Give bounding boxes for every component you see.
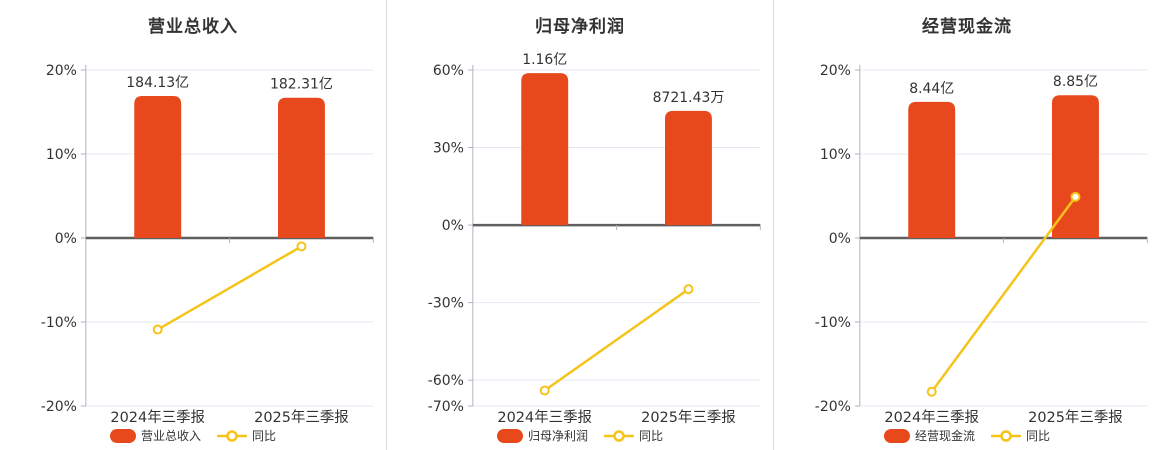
y-tick-label: -60% xyxy=(428,373,464,389)
legend-item-yoy-line[interactable]: 同比 xyxy=(991,427,1050,444)
bar-series-swatch xyxy=(883,428,910,443)
panel-title-net-profit: 归母净利润 xyxy=(535,17,625,37)
panel-operating-cash-flow: 经营现金流 20% 10% 0% -10% -20% 8.44亿 8.85亿 2024年三季报… xyxy=(773,0,1160,450)
bar-value-label: 1.16亿 xyxy=(522,52,567,68)
y-tick-label: -70% xyxy=(428,399,464,415)
panel-total-revenue: 营业总收入 20% 10% 0% -10% -20% 184.13亿 182.31亿 2024… xyxy=(0,0,386,450)
cash-flow-legend: 经营现金流 同比 xyxy=(774,427,1160,444)
y-tick-label: 10% xyxy=(46,147,77,163)
yoy-line-marker xyxy=(926,386,937,397)
yoy-line-marker xyxy=(296,241,307,252)
y-tick-label: 0% xyxy=(442,218,464,234)
yoy-line-icon xyxy=(604,429,634,442)
yoy-line xyxy=(543,287,690,392)
y-tick-label: 10% xyxy=(820,147,851,163)
y-tick-label: 60% xyxy=(433,63,464,79)
y-tick-label: -20% xyxy=(815,399,851,415)
legend-label-yoy: 同比 xyxy=(252,429,277,443)
bar xyxy=(134,96,182,238)
legend-item-bar-series[interactable]: 经营现金流 xyxy=(883,427,975,444)
x-category-label: 2025年三季报 xyxy=(641,409,736,426)
legend-label-yoy: 同比 xyxy=(639,429,664,443)
yoy-line xyxy=(930,195,1077,393)
y-tick-label: 0% xyxy=(55,231,77,247)
legend-label-bar-series: 经营现金流 xyxy=(914,429,975,443)
bar xyxy=(908,101,956,238)
net-profit-legend: 归母净利润 同比 xyxy=(387,427,773,444)
panel-title-total-revenue: 营业总收入 xyxy=(148,17,238,37)
panel-title-operating-cash-flow: 经营现金流 xyxy=(922,17,1012,37)
y-tick-label: -20% xyxy=(41,399,77,415)
y-tick-label: 20% xyxy=(820,63,851,79)
bar-series-swatch xyxy=(496,428,523,443)
x-category-label: 2024年三季报 xyxy=(110,409,205,426)
bar xyxy=(521,73,569,226)
yoy-line xyxy=(156,245,303,331)
x-category-label: 2024年三季报 xyxy=(497,409,592,426)
legend-item-bar-series[interactable]: 归母净利润 xyxy=(496,427,588,444)
y-tick-label: -30% xyxy=(428,296,464,312)
bar xyxy=(664,110,712,226)
legend-item-bar-series[interactable]: 营业总收入 xyxy=(109,427,201,444)
bar-series-swatch xyxy=(109,428,136,443)
yoy-line-marker xyxy=(683,284,694,295)
bar-value-label: 8.85亿 xyxy=(1053,74,1098,90)
y-tick-label: 0% xyxy=(829,231,851,247)
yoy-line-marker xyxy=(1070,191,1081,202)
x-category-label: 2025年三季报 xyxy=(254,409,349,426)
revenue-chart-plot: 20% 10% 0% -10% -20% 184.13亿 182.31亿 2024年三季报 20… xyxy=(41,63,374,426)
yoy-line-icon xyxy=(991,429,1021,442)
yoy-line-marker xyxy=(539,385,550,396)
bar-value-label: 8721.43万 xyxy=(653,90,725,106)
cash-flow-chart-plot: 20% 10% 0% -10% -20% 8.44亿 8.85亿 2024年三季报 2025年三… xyxy=(815,63,1148,426)
y-tick-label: -10% xyxy=(41,315,77,331)
legend-item-yoy-line[interactable]: 同比 xyxy=(604,427,663,444)
y-tick-label: 30% xyxy=(433,141,464,157)
yoy-line-icon-circle xyxy=(1000,429,1012,442)
legend-label-bar-series: 营业总收入 xyxy=(140,429,201,443)
bar xyxy=(277,97,325,238)
y-tick-label: -10% xyxy=(815,315,851,331)
y-tick-label: 20% xyxy=(46,63,77,79)
x-category-label: 2025年三季报 xyxy=(1028,409,1123,426)
bar xyxy=(1051,95,1099,238)
legend-item-yoy-line[interactable]: 同比 xyxy=(217,427,276,444)
bar-value-label: 8.44亿 xyxy=(909,81,954,97)
yoy-line-icon-circle xyxy=(613,429,625,442)
yoy-line-icon xyxy=(217,429,247,442)
x-category-label: 2024年三季报 xyxy=(884,409,979,426)
net-profit-chart-plot: 60% 30% 0% -30% -60% -70% 1.16亿 8721.43万 2024年三季… xyxy=(428,52,761,426)
bar-value-label: 182.31亿 xyxy=(270,77,333,93)
legend-label-yoy: 同比 xyxy=(1026,429,1051,443)
legend-label-bar-series: 归母净利润 xyxy=(527,429,588,443)
bar-value-label: 184.13亿 xyxy=(126,75,189,91)
yoy-line-marker xyxy=(152,324,163,335)
panel-net-profit: 归母净利润 60% 30% 0% -30% -60% -70% 1.16亿 8721.43万 2… xyxy=(386,0,773,450)
yoy-line-icon-circle xyxy=(226,429,238,442)
revenue-legend: 营业总收入 同比 xyxy=(0,427,386,444)
